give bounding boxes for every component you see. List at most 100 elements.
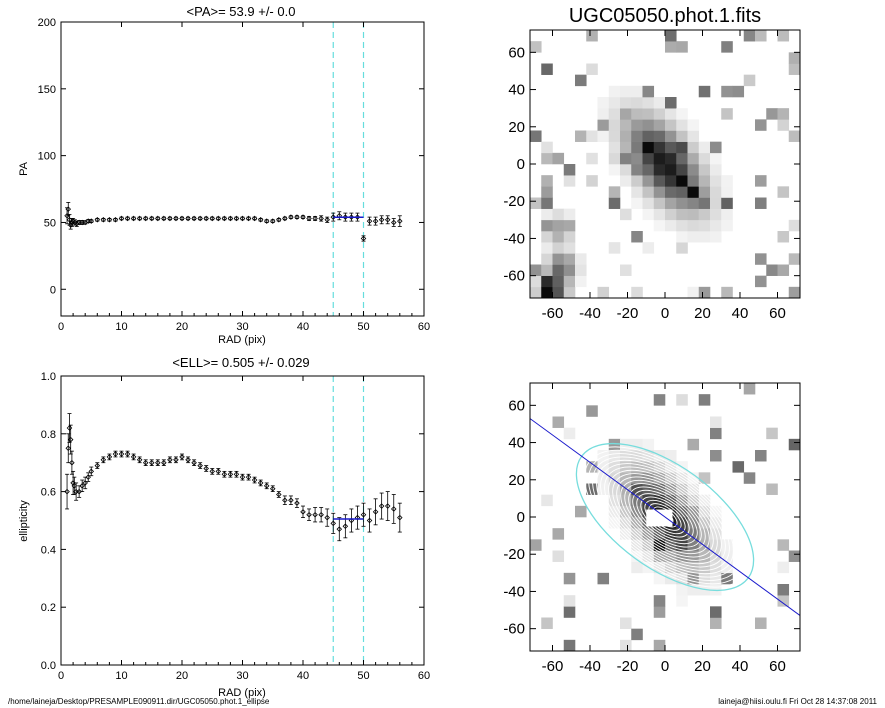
img-pixel (631, 97, 643, 109)
ovl-pixel (586, 461, 598, 473)
ell-data-point (378, 492, 385, 520)
ovl-pixel (653, 561, 666, 574)
pa-data-point (209, 215, 216, 222)
img-pixel (608, 130, 621, 142)
ovl-pixel (620, 639, 632, 652)
ovl-pixel (653, 539, 666, 551)
ovl-pixel (710, 606, 722, 618)
img-pixel (665, 164, 677, 176)
ovl-pixel (631, 483, 643, 495)
ell-data-point (209, 468, 216, 475)
ovl-y-tick-label: 40 (508, 435, 525, 452)
pa-x-tick-label: 30 (236, 321, 248, 333)
galaxy-image-panel: UGC05050.phot.1.fits -60 -40 -20 0 20 40 60 -6… (503, 5, 801, 322)
image-y-axis: -60 -40 -20 0 20 40 60 (503, 44, 800, 285)
img-pixel (541, 275, 553, 288)
img-pixel (552, 253, 565, 265)
pa-data-point (173, 215, 179, 222)
pa-data-point (300, 214, 306, 220)
pa-x-tick-label: 20 (176, 321, 188, 333)
ovl-pixel (642, 483, 655, 495)
ell-data-point (215, 468, 222, 475)
img-pixel (653, 219, 666, 232)
img-pixel (676, 242, 688, 254)
ovl-pixel (777, 584, 790, 596)
img-pixel (541, 175, 553, 187)
ell-data-point (263, 482, 270, 490)
pa-data-point (185, 215, 191, 222)
pa-data-point (372, 216, 379, 226)
img-pixel (608, 108, 621, 120)
ovl-pixel (732, 461, 745, 473)
img-pixel (620, 108, 632, 120)
img-pixel (631, 108, 643, 120)
img-pixel (710, 208, 722, 221)
pa-data-point (136, 215, 143, 222)
ovl-pixel (710, 416, 722, 428)
ovl-pixel (631, 528, 643, 540)
ovl-x-tick-label: 40 (732, 658, 749, 675)
ell-panel-title: <ELL>= 0.505 +/- 0.029 (172, 355, 309, 370)
ovl-pixel (743, 472, 756, 484)
img-pixel (631, 141, 643, 154)
ell-data-point (221, 470, 228, 478)
ovl-pixel (687, 584, 700, 596)
ovl-pixel (665, 528, 677, 540)
ell-data-point (288, 495, 294, 506)
img-pixel (721, 85, 733, 98)
img-pixel (687, 208, 700, 221)
ovl-pixel (653, 606, 666, 618)
image-x-axis: -60 -40 -20 0 20 40 60 (542, 30, 786, 322)
img-pixel (541, 63, 553, 75)
img-y-tick-label: 40 (508, 82, 525, 99)
img-pixel (777, 30, 790, 42)
img-pixel (642, 130, 655, 142)
img-pixel (642, 164, 655, 176)
ovl-pixel (687, 517, 700, 529)
ovl-pixel (563, 639, 576, 652)
image-panel-title: UGC05050.phot.1.fits (569, 5, 761, 27)
ovl-pixel (755, 617, 767, 629)
img-pixel (541, 231, 553, 243)
img-pixel (698, 175, 711, 187)
img-pixel (710, 152, 722, 165)
ovl-pixel (620, 617, 632, 629)
img-pixel (586, 63, 598, 75)
ell-data-point (294, 498, 300, 508)
img-pixel (541, 208, 553, 221)
img-pixel (665, 30, 677, 42)
img-pixel (721, 41, 733, 53)
pa-data-point (106, 217, 113, 223)
pa-data-point (324, 216, 330, 223)
img-y-tick-label: -20 (503, 193, 525, 210)
ovl-pixel (608, 450, 621, 462)
img-pixel (721, 186, 733, 198)
img-pixel (710, 175, 722, 187)
pa-data-point (100, 217, 107, 223)
pa-data-point (269, 218, 276, 224)
img-pixel (721, 219, 733, 232)
ovl-pixel (631, 628, 643, 641)
img-y-tick-label: 0 (517, 156, 525, 173)
ovl-x-tick-label: -60 (542, 658, 564, 675)
img-pixel (698, 231, 711, 243)
img-pixel (777, 264, 790, 276)
ovl-pixel (541, 494, 553, 507)
img-pixel (620, 97, 632, 109)
pa-data-point (167, 215, 173, 222)
ell-y-tick-label: 1.0 (41, 371, 56, 383)
ell-y-axis-label: ellipticity (18, 500, 30, 542)
pa-y-axis: 0 50 100 150 200 (38, 17, 424, 296)
img-pixel (676, 119, 688, 131)
ell-data-point (185, 456, 191, 464)
img-pixel (563, 253, 576, 265)
img-pixel (788, 219, 801, 232)
ell-data-point (167, 456, 173, 464)
img-pixel (653, 97, 666, 109)
img-pixel (653, 108, 666, 120)
ell-x-tick-label: 30 (236, 670, 248, 682)
ovl-pixel (620, 517, 632, 529)
img-pixel (575, 275, 587, 288)
img-pixel (541, 242, 553, 254)
img-pixel (552, 286, 565, 299)
